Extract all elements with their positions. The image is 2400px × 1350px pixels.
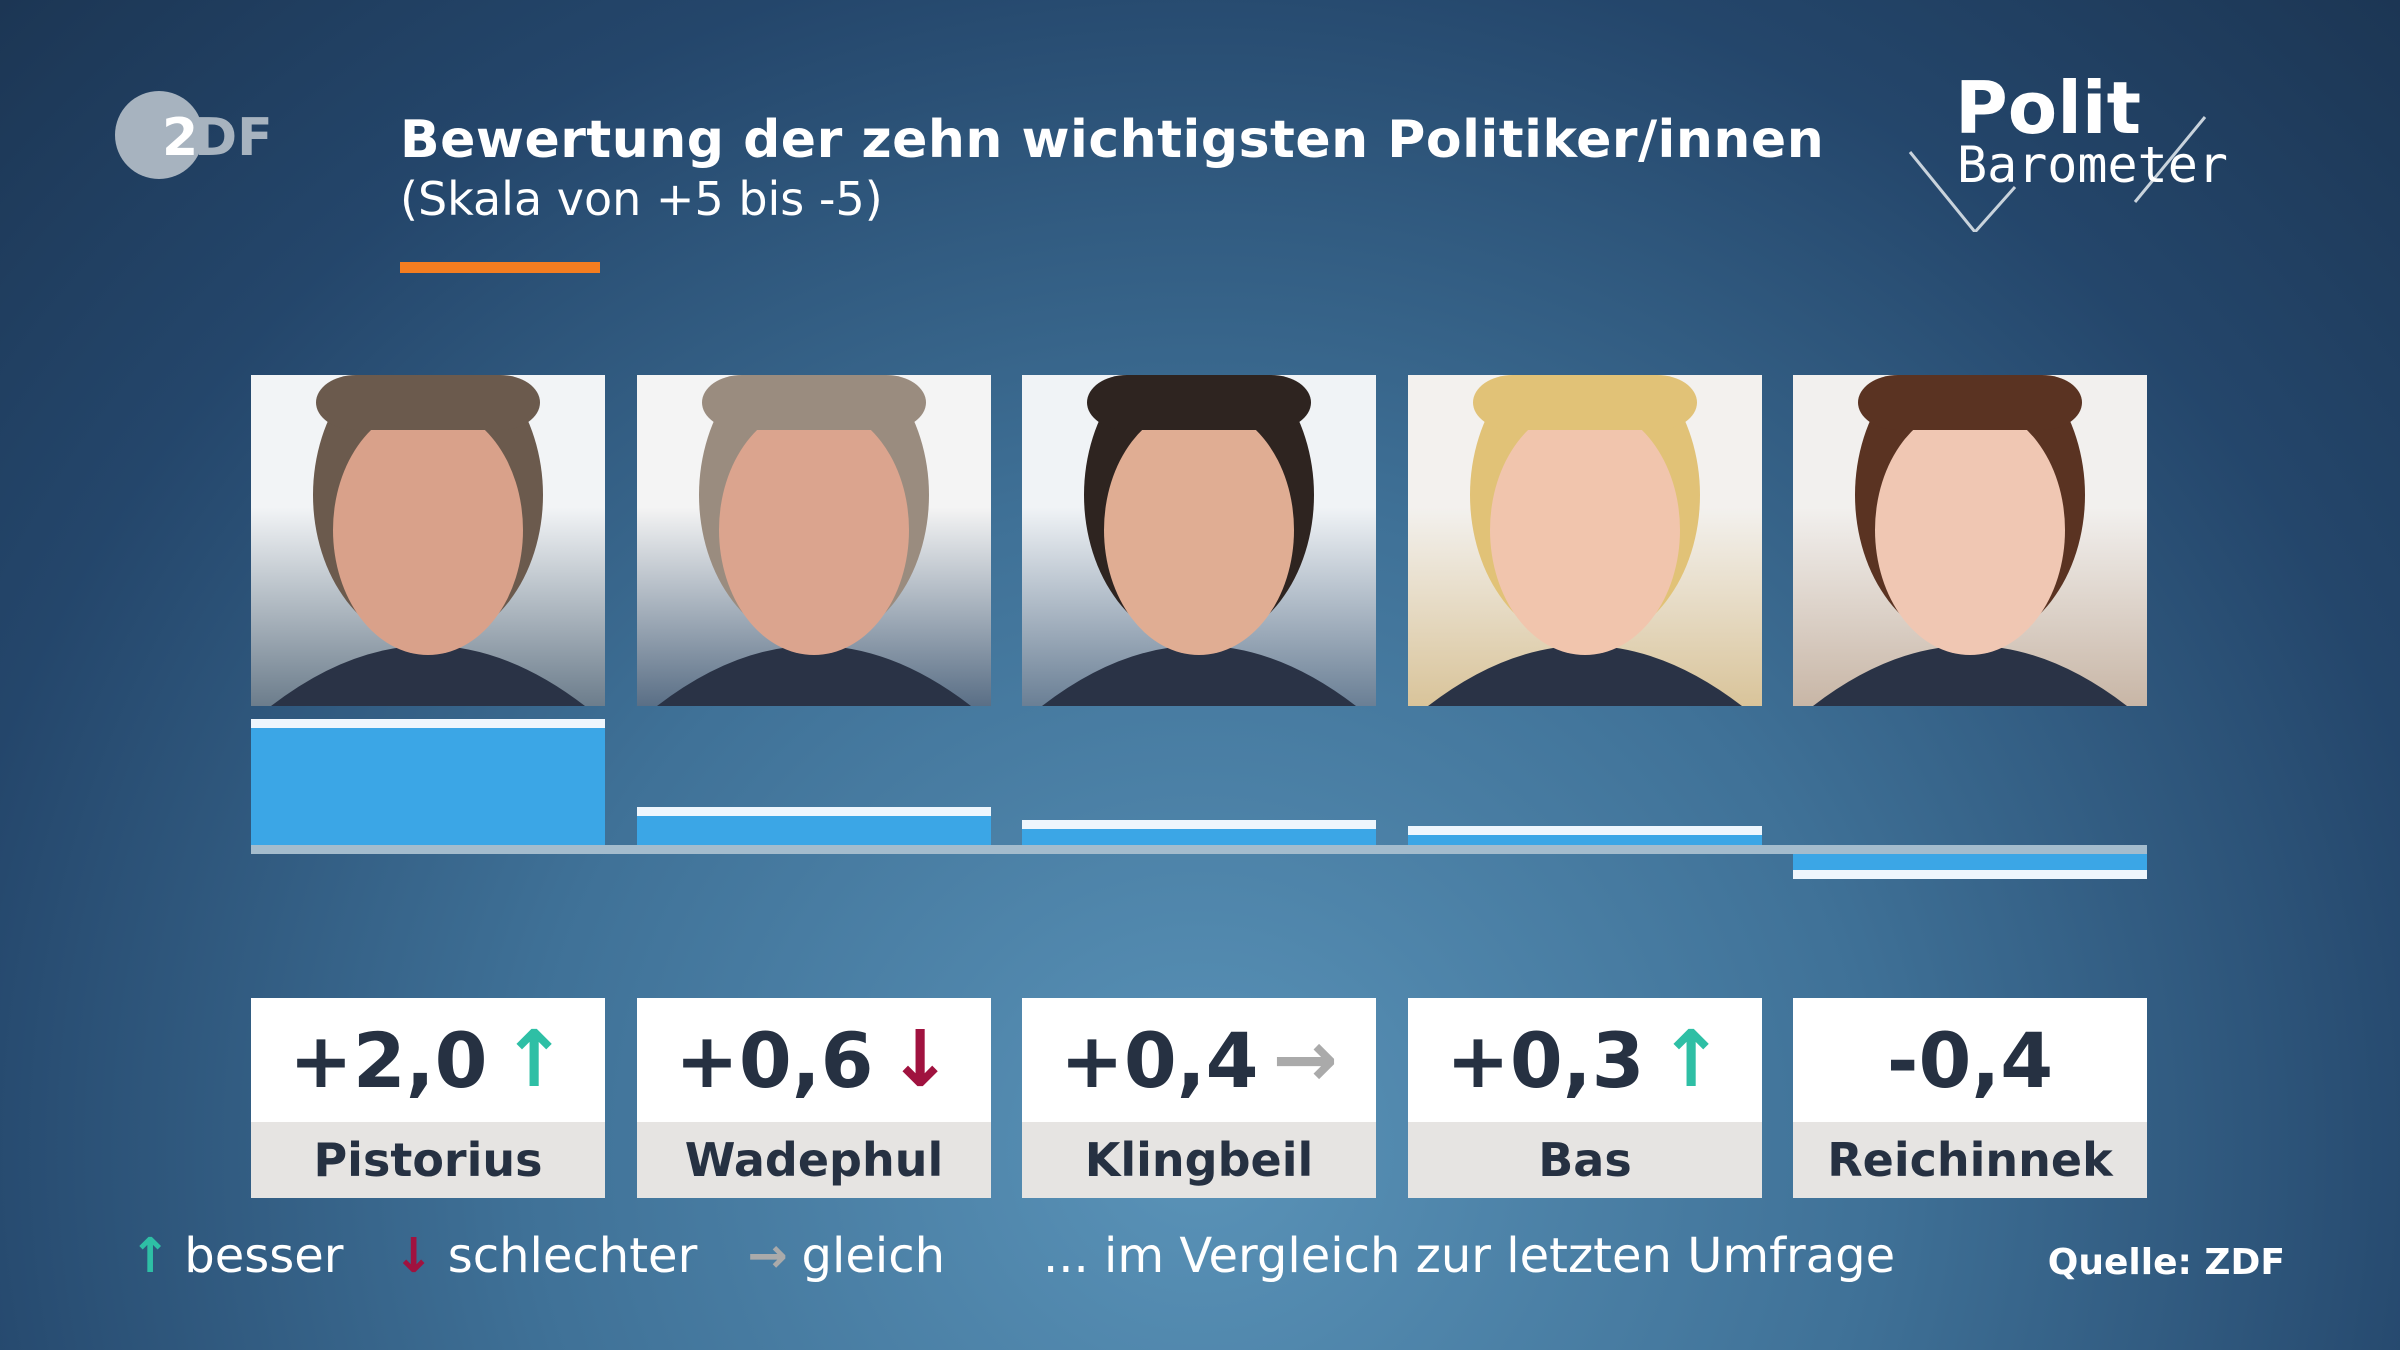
arrow-down-icon: ↓ [393, 1228, 434, 1284]
politician-photo [637, 375, 991, 706]
value-label: +0,6 [675, 1015, 874, 1105]
politbarometer-logo: Polit Barometer [1905, 66, 2228, 232]
legend-note: ... im Vergleich zur letzten Umfrage [1043, 1228, 1896, 1284]
trend-down-icon: ↓ [887, 1015, 953, 1105]
politician-photo [251, 375, 605, 706]
legend-worse: schlechter [447, 1228, 698, 1284]
arrow-right-icon: → [747, 1228, 788, 1284]
politician-photo [1408, 375, 1762, 706]
politician-photo [1793, 375, 2147, 706]
bar [251, 719, 605, 845]
trend-same-icon: → [1272, 1015, 1338, 1105]
trend-up-icon: ↑ [1658, 1015, 1724, 1105]
value-label: +0,3 [1446, 1015, 1645, 1105]
name-label: Reichinnek [1793, 1122, 2147, 1198]
value-box: -0,4 [1793, 998, 2147, 1122]
svg-text:2: 2 [162, 108, 198, 168]
value-box: +0,4 → [1022, 998, 1376, 1122]
source: Quelle: ZDF [2047, 1242, 2285, 1283]
arrow-up-icon: ↑ [130, 1228, 171, 1284]
value-label: +0,4 [1060, 1015, 1259, 1105]
zero-baseline [251, 845, 2147, 854]
brand-line2: Barometer [1957, 136, 2228, 194]
bar-cap [251, 719, 605, 728]
bar-cap [1022, 819, 1376, 829]
accent-bar [400, 262, 600, 273]
name-label: Bas [1408, 1122, 1762, 1198]
legend-better: besser [184, 1228, 344, 1284]
brand-line1: Polit [1955, 66, 2142, 150]
value-box: +0,6 ↓ [637, 998, 991, 1122]
value-box: +0,3 ↑ [1408, 998, 1762, 1122]
legend-same: gleich [801, 1228, 946, 1284]
zdf-logo: 2 DF [115, 91, 273, 179]
name-label: Pistorius [251, 1122, 605, 1198]
name-label: Wadephul [637, 1122, 991, 1198]
chart-title: Bewertung der zehn wichtigsten Politiker… [400, 110, 1825, 170]
chart-subtitle: (Skala von +5 bis -5) [400, 172, 883, 226]
value-label: -0,4 [1886, 1015, 2054, 1105]
name-label: Klingbeil [1022, 1122, 1376, 1198]
bar-cap [1793, 870, 2147, 880]
trend-up-icon: ↑ [501, 1015, 567, 1105]
value-label: +2,0 [289, 1015, 488, 1105]
bar-cap [1408, 826, 1762, 836]
legend: ↑ besser ↓ schlechter → gleich ... im Ve… [130, 1228, 1895, 1284]
svg-text:DF: DF [194, 108, 273, 168]
bar-cap [637, 807, 991, 817]
politician-photo [1022, 375, 1376, 706]
value-box: +2,0 ↑ [251, 998, 605, 1122]
